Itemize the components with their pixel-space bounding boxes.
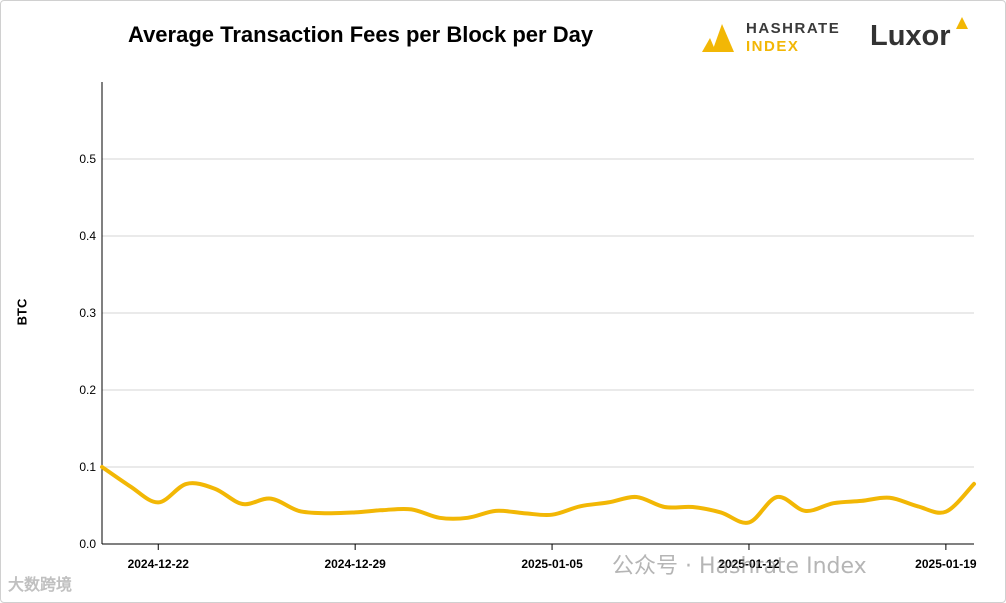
data-point <box>775 495 779 499</box>
data-point <box>831 501 835 505</box>
y-tick-labels: 0.0 0.1 0.2 0.3 0.4 0.5 <box>79 152 96 551</box>
watermark-text-right: 公众号 · Hashrate Index <box>612 554 867 579</box>
hashrate-logo-word: HASHRATE <box>746 20 841 37</box>
y-tick-label: 0.4 <box>79 229 96 243</box>
x-tick-label: 2025-01-12 <box>718 557 780 571</box>
data-point <box>381 508 385 512</box>
x-tick-label: 2025-01-19 <box>915 557 977 571</box>
hashrate-index-logo: HASHRATE INDEX <box>700 20 850 56</box>
data-point <box>297 509 301 513</box>
index-logo-word: INDEX <box>746 38 800 55</box>
data-point <box>578 504 582 508</box>
data-point <box>100 465 104 469</box>
data-point <box>241 502 245 506</box>
data-point <box>944 510 948 514</box>
y-tick-label: 0.0 <box>79 537 96 551</box>
data-point <box>409 507 413 511</box>
watermark-text-left: 大数跨境 <box>8 575 73 594</box>
luxor-logo-word: Luxor <box>870 20 951 52</box>
data-point <box>691 505 695 509</box>
data-point <box>663 505 667 509</box>
data-point <box>269 497 273 501</box>
grid-lines <box>102 158 974 468</box>
data-point <box>325 511 329 515</box>
data-point <box>719 510 723 514</box>
data-point <box>466 516 470 520</box>
data-point <box>438 516 442 520</box>
data-point <box>635 495 639 499</box>
x-tick-label: 2024-12-22 <box>128 557 190 571</box>
data-point <box>860 499 864 503</box>
data-point <box>156 500 160 504</box>
x-tick-label: 2024-12-29 <box>324 557 386 571</box>
data-point <box>353 510 357 514</box>
data-point <box>916 504 920 508</box>
data-point <box>606 500 610 504</box>
series-layer <box>100 465 976 525</box>
luxor-logo: Luxor <box>870 17 980 58</box>
x-tick-label: 2025-01-05 <box>521 557 583 571</box>
y-tick-label: 0.1 <box>79 460 96 474</box>
data-point <box>213 487 217 491</box>
y-tick-label: 0.2 <box>79 383 96 397</box>
chart-title: Average Transaction Fees per Block per D… <box>128 22 594 47</box>
data-point <box>747 520 751 524</box>
data-point <box>522 511 526 515</box>
data-point <box>184 482 188 486</box>
data-point <box>550 513 554 517</box>
data-point <box>972 482 976 486</box>
hashrate-logo-icon <box>702 24 734 52</box>
series-line <box>100 465 976 525</box>
data-point <box>803 509 807 513</box>
x-tick-labels: 2024-12-22 2024-12-29 2025-01-05 2025-01-12… <box>128 544 977 571</box>
luxor-logo-icon <box>956 17 968 29</box>
y-tick-label: 0.5 <box>79 152 96 166</box>
data-point <box>494 509 498 513</box>
data-point <box>888 496 892 500</box>
data-point <box>128 484 132 488</box>
y-tick-label: 0.3 <box>79 306 96 320</box>
